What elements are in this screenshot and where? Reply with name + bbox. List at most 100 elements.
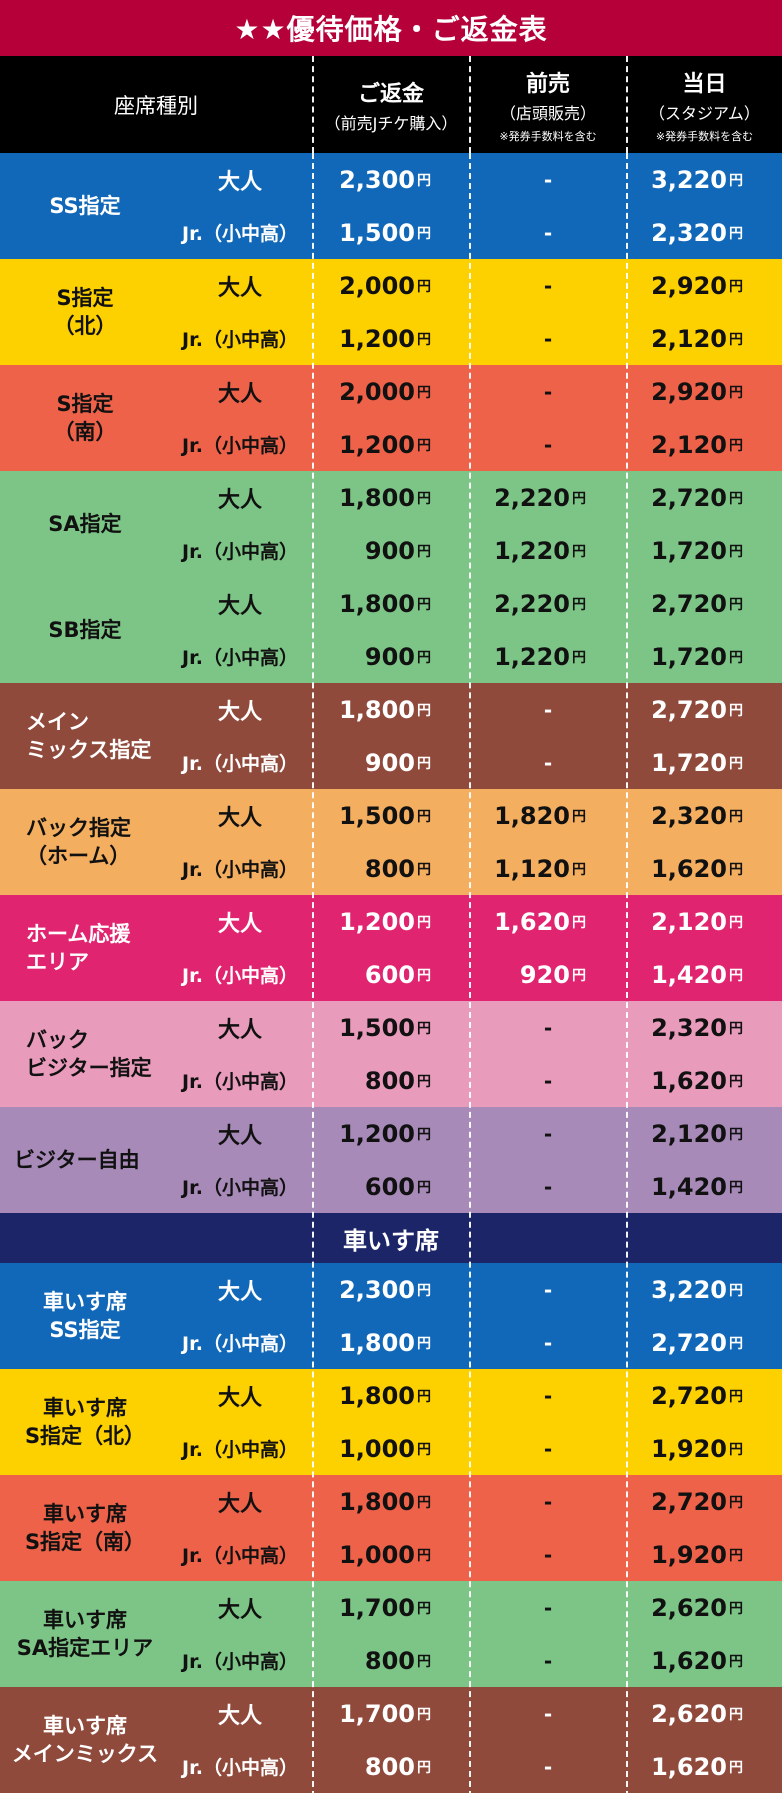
dayof-price: 2,720 円 [627,471,743,524]
yen-unit: 円 [729,1020,743,1037]
category-junior: Jr.（小中高） [182,859,298,881]
yen-unit: 円 [417,649,431,666]
category-adult: 大人 [217,699,262,725]
advance-price-dash: - [543,326,553,351]
yen-unit: 円 [729,755,743,772]
header-dayof-note: ※発券手数料を含む [655,129,754,143]
category-junior: Jr.（小中高） [182,329,298,351]
dayof-price-value: 1,720 [651,748,727,777]
table-row: Jr.（小中高） 600 円 920 円 1,420 円 [0,948,782,1001]
seat-group: S指定 （南） 大人 2,000 円 -2,920 円 Jr.（小中高） 1,200 円 -2,1… [0,365,782,471]
yen-unit: 円 [729,384,743,401]
yen-unit: 円 [729,490,743,507]
table-row: 大人 2,300 円 -3,220 円 [0,1263,782,1316]
dayof-price: 1,920 円 [627,1528,743,1581]
yen-unit: 円 [729,596,743,613]
yen-unit: 円 [417,1126,431,1143]
yen-unit: 円 [729,1335,743,1352]
refund-price: 2,000 円 [313,365,431,418]
category-adult: 大人 [217,1491,262,1517]
yen-unit: 円 [417,596,431,613]
refund-price-value: 1,700 [339,1699,415,1728]
yen-unit: 円 [729,1073,743,1090]
dayof-price-value: 1,420 [651,960,727,989]
dayof-price-value: 2,720 [651,1381,727,1410]
header-refund: ご返金 （前売Jチケ購入） [313,56,469,153]
yen-unit: 円 [417,437,431,454]
seat-type-name: S指定 （南） [53,392,117,444]
header-dayof-sub: （スタジアム） [649,103,760,123]
dayof-price: 2,320 円 [627,789,743,842]
yen-unit: 円 [729,1388,743,1405]
dayof-price-value: 2,720 [651,1487,727,1516]
category-junior: Jr.（小中高） [182,1757,298,1779]
refund-price: 1,800 円 [313,1369,431,1422]
yen-unit: 円 [729,808,743,825]
category-adult: 大人 [217,1123,262,1149]
seat-group: SS指定 大人 2,300 円 -3,220 円 Jr.（小中高） 1,500 円 -2,320 円 [0,153,782,259]
refund-price: 1,500 円 [313,789,431,842]
advance-price: 1,120 円 [470,842,586,895]
yen-unit: 円 [729,1126,743,1143]
table-row: 大人 1,500 円 -2,320 円 [0,1001,782,1054]
advance-price-dash: - [543,1648,553,1673]
yen-unit: 円 [572,808,586,825]
dayof-price-value: 1,720 [651,642,727,671]
refund-price: 1,800 円 [313,1475,431,1528]
seat-type-name: SB指定 [48,618,122,642]
seat-type-name: バック ビジター指定 [26,1028,152,1080]
advance-price-dash: - [543,1489,553,1514]
advance-price-dash: - [543,379,553,404]
dayof-price-value: 1,420 [651,1172,727,1201]
yen-unit: 円 [572,914,586,931]
yen-unit: 円 [572,543,586,560]
refund-price-value: 1,800 [339,695,415,724]
advance-price-value: 2,220 [494,483,570,512]
seat-group: ビジター自由 大人 1,200 円 -2,120 円 Jr.（小中高） 600 円 -1,420 円 [0,1107,782,1213]
dayof-price: 2,720 円 [627,1316,743,1369]
yen-unit: 円 [729,437,743,454]
dayof-price-value: 2,920 [651,377,727,406]
dayof-price: 2,120 円 [627,895,743,948]
dayof-price-value: 2,620 [651,1699,727,1728]
yen-unit: 円 [417,172,431,189]
refund-price: 1,200 円 [313,895,431,948]
refund-price: 2,000 円 [313,259,431,312]
advance-price-dash: - [543,1436,553,1461]
seat-type-name: バック指定 （ホーム） [26,816,131,868]
dayof-price-value: 1,720 [651,536,727,565]
yen-unit: 円 [417,384,431,401]
table-row: Jr.（小中高） 800 円 1,120 円 1,620 円 [0,842,782,895]
seat-group: S指定 （北） 大人 2,000 円 -2,920 円 Jr.（小中高） 1,200 円 -2,1… [0,259,782,365]
dayof-price: 1,720 円 [627,524,743,577]
dayof-price-value: 2,320 [651,218,727,247]
refund-price-value: 1,500 [339,801,415,830]
header-divider [626,56,628,153]
yen-unit: 円 [417,1494,431,1511]
category-junior: Jr.（小中高） [182,435,298,457]
refund-price: 1,200 円 [313,312,431,365]
seat-group: ホーム応援 エリア 大人 1,200 円 1,620 円 2,120 円 Jr.（小中高） 600… [0,895,782,1001]
header-advance-note: ※発券手数料を含む [499,129,597,143]
advance-price-dash: - [543,1121,553,1146]
advance-price-dash: - [543,1277,553,1302]
table-header: 座席種別 ご返金 （前売Jチケ購入） 前売 （店頭販売） ※発券手数料を含む 当… [0,56,782,153]
dayof-price-value: 2,720 [651,1328,727,1357]
dayof-price: 3,220 円 [627,1263,743,1316]
refund-price: 800 円 [313,842,431,895]
seat-group: バック ビジター指定 大人 1,500 円 -2,320 円 Jr.（小中高） 800 円 -1,… [0,1001,782,1107]
seat-type-name: 車いす席 SA指定エリア [16,1608,154,1660]
seat-type-name: S指定 （北） [53,286,117,338]
header-seat-type: 座席種別 [0,56,312,153]
seat-groups: SS指定 大人 2,300 円 -3,220 円 Jr.（小中高） 1,500 円 -2,320 円… [0,153,782,1213]
header-dayof-main: 当日 [682,71,727,97]
category-junior: Jr.（小中高） [182,223,298,245]
dayof-price-value: 2,320 [651,801,727,830]
refund-price-value: 1,800 [339,1381,415,1410]
table-row: Jr.（小中高） 1,200 円 -2,120 円 [0,312,782,365]
yen-unit: 円 [572,596,586,613]
dayof-price: 1,720 円 [627,630,743,683]
yen-unit: 円 [729,1441,743,1458]
seat-type-name: 車いす席 メインミックス [11,1714,159,1766]
category-adult: 大人 [217,169,262,195]
